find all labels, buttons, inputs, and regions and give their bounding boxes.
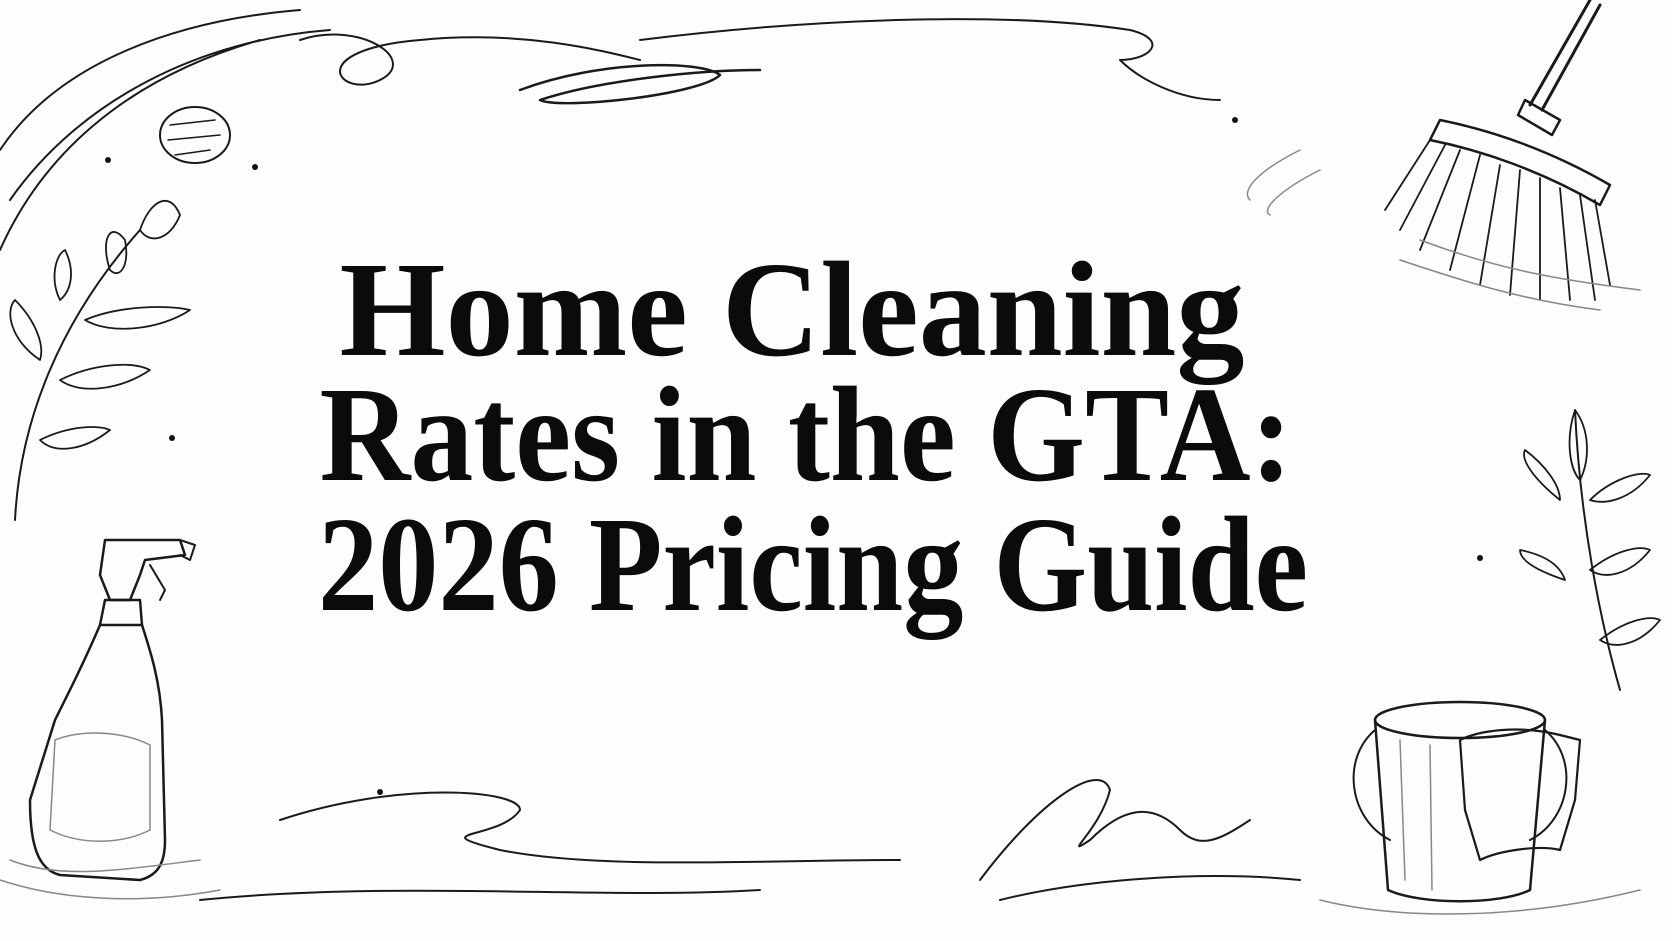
title-line: 2026 Pricing Guide xyxy=(318,490,1308,640)
title-line: Home Cleaning xyxy=(340,235,1245,385)
scribbles xyxy=(0,9,1483,901)
title: Home Cleaning Rates in the GTA: 2026 Pri… xyxy=(318,235,1308,640)
right-leaf-branch xyxy=(1519,409,1661,691)
broom xyxy=(1384,0,1641,311)
left-leaf-branch xyxy=(9,200,191,521)
title-line: Rates in the GTA: xyxy=(320,360,1293,510)
bucket xyxy=(1319,700,1641,915)
spray-bottle xyxy=(0,538,221,900)
